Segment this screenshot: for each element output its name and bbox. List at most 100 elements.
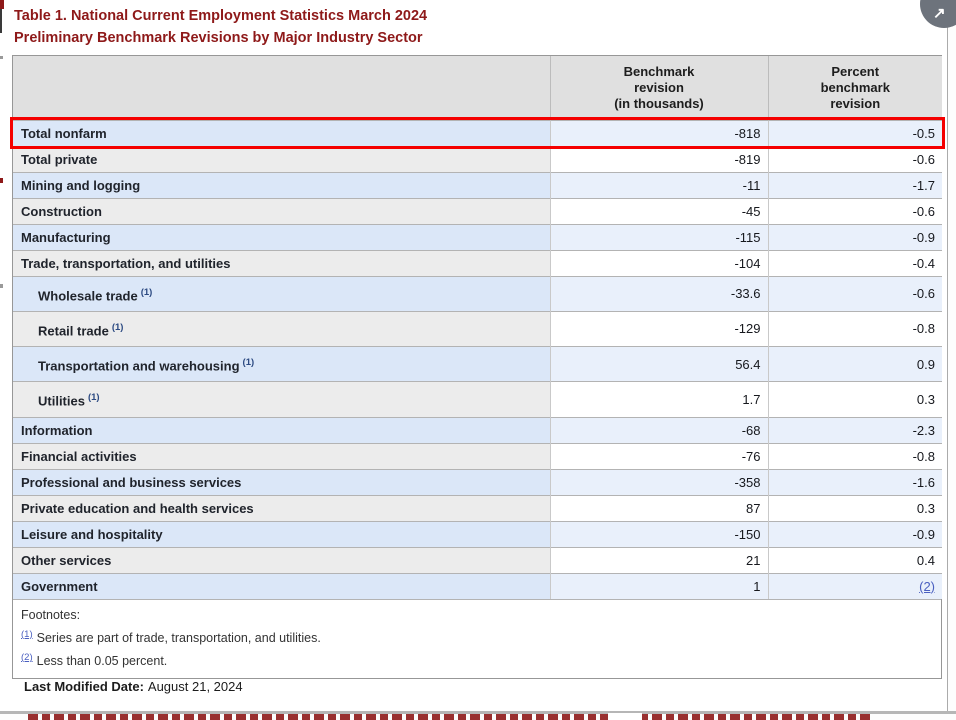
row-footnote-link[interactable]: (1) [242, 357, 255, 369]
percent-revision-cell: 0.3 [767, 381, 942, 418]
benchmark-revision-cell: -150 [549, 520, 768, 548]
last-modified-value: August 21, 2024 [147, 679, 243, 694]
table-row: Leisure and hospitality -150 -0.9 [13, 520, 942, 548]
row-label-text: Trade, transportation, and utilities [21, 255, 231, 271]
row-label-text: Retail trade [38, 323, 109, 339]
benchmark-revision-cell: -68 [549, 416, 768, 444]
table-row: Total private -819 -0.6 [13, 145, 942, 172]
percent-revision-cell: -2.3 [767, 416, 942, 444]
row-label-text: Information [21, 422, 93, 438]
table-row: Transportation and warehousing (1) 56.4 0… [13, 346, 942, 382]
row-label-cell: Wholesale trade (1) [13, 275, 550, 312]
percent-revision-cell: 0.9 [767, 346, 942, 382]
row-label-text: Wholesale trade [38, 287, 138, 303]
row-label-text: Leisure and hospitality [21, 526, 163, 542]
percent-revision-cell: -0.6 [767, 197, 942, 224]
percent-revision-cell: -0.9 [767, 223, 942, 250]
row-label-cell: Financial activities [13, 442, 550, 470]
benchmark-revisions-table: Benchmark revision (in thousands) Percen… [10, 55, 945, 680]
row-label-cell: Total private [13, 145, 550, 172]
percent-footnote-link[interactable]: (2) [919, 578, 935, 594]
clipped-fragment [0, 9, 2, 33]
clipped-fragment [0, 56, 3, 59]
percent-revision-cell: -0.5 [767, 119, 942, 146]
benchmark-revision-column-header: Benchmark revision (in thousands) [549, 56, 768, 120]
table-body: Total nonfarm -818 -0.5 Total private -8… [10, 117, 945, 599]
table-title-line1: Table 1. National Current Employment Sta… [14, 8, 428, 24]
benchmark-revision-cell: 87 [549, 494, 768, 522]
table-overlay-panel: Table 1. National Current Employment Sta… [6, 0, 947, 712]
table-row: Construction -45 -0.6 [13, 197, 942, 224]
percent-revision-cell: -0.6 [767, 275, 942, 312]
row-label-cell: Utilities (1) [13, 381, 550, 418]
table-row: Professional and business services -358 … [13, 468, 942, 496]
table-row: Retail trade (1) -129 -0.8 [13, 310, 942, 347]
row-footnote-link[interactable]: (1) [87, 392, 100, 404]
row-label-cell: Retail trade (1) [13, 310, 550, 347]
clipped-fragment [0, 178, 3, 183]
benchmark-revision-cell: 1 [549, 572, 768, 599]
clipped-fragment [0, 284, 3, 288]
benchmark-revision-cell: -819 [549, 145, 768, 172]
footnote-text: Series are part of trade, transportation… [36, 630, 321, 645]
row-label-cell: Professional and business services [13, 468, 550, 496]
table-row: Government 1 (2) [13, 572, 942, 599]
percent-revision-cell: -0.9 [767, 520, 942, 548]
benchmark-revision-cell: -358 [549, 468, 768, 496]
percent-revision-cell: -1.7 [767, 171, 942, 198]
footnote-item: (2) Less than 0.05 percent. [21, 652, 931, 668]
footnote-marker-link[interactable]: (1) [21, 628, 33, 640]
percent-revision-cell: -0.8 [767, 442, 942, 470]
row-label-text: Utilities [38, 393, 85, 409]
row-label-text: Total private [21, 151, 98, 167]
row-label-cell: Leisure and hospitality [13, 520, 550, 548]
percent-revision-cell: 0.3 [767, 494, 942, 522]
table-title-line2: Preliminary Benchmark Revisions by Major… [14, 30, 423, 46]
footnote-text: Less than 0.05 percent. [36, 654, 168, 669]
expand-arrow-icon: ↗ [933, 5, 946, 22]
row-footnote-link[interactable]: (1) [140, 286, 153, 298]
benchmark-revision-cell: -45 [549, 197, 768, 224]
row-label-text: Mining and logging [21, 177, 141, 193]
last-modified-date: Last Modified Date: August 21, 2024 [24, 679, 243, 694]
percent-revision-column-header: Percent benchmark revision [767, 56, 942, 120]
row-label-text: Transportation and warehousing [38, 358, 240, 374]
row-label-text: Government [21, 578, 98, 594]
table-header-row: Benchmark revision (in thousands) Percen… [13, 56, 942, 120]
bottom-divider-line [0, 711, 956, 714]
row-label-text: Total nonfarm [21, 125, 107, 141]
benchmark-revision-cell: -11 [549, 171, 768, 198]
row-label-cell: Government [13, 572, 550, 599]
percent-revision-cell: -1.6 [767, 468, 942, 496]
table-row: Manufacturing -115 -0.9 [13, 223, 942, 250]
row-label-text: Other services [21, 552, 112, 568]
clipped-text-gap [608, 713, 642, 720]
row-label-cell: Transportation and warehousing (1) [13, 346, 550, 382]
table-row: Private education and health services 87… [13, 494, 942, 522]
table-row: Trade, transportation, and utilities -10… [13, 249, 942, 276]
footnotes-section: Footnotes: (1) Series are part of trade, … [13, 598, 941, 679]
benchmark-revision-cell: 1.7 [549, 381, 768, 418]
benchmark-revision-cell: -76 [549, 442, 768, 470]
table-row: Utilities (1) 1.7 0.3 [13, 381, 942, 418]
row-label-cell: Mining and logging [13, 171, 550, 198]
row-label-text: Manufacturing [21, 229, 111, 245]
underlying-page-edge [0, 0, 6, 712]
row-label-cell: Manufacturing [13, 223, 550, 250]
percent-revision-cell: 0.4 [767, 546, 942, 574]
benchmark-revision-cell: -115 [549, 223, 768, 250]
industry-column-header [13, 56, 550, 120]
footnote-marker-link[interactable]: (2) [21, 651, 33, 663]
benchmark-revision-cell: -818 [549, 119, 768, 146]
row-label-cell: Private education and health services [13, 494, 550, 522]
row-label-text: Private education and health services [21, 500, 254, 516]
row-footnote-link[interactable]: (1) [111, 321, 124, 333]
footnotes-label: Footnotes: [21, 607, 81, 622]
row-label-cell: Construction [13, 197, 550, 224]
table-row: Financial activities -76 -0.8 [13, 442, 942, 470]
percent-revision-cell: -0.8 [767, 310, 942, 347]
percent-revision-cell: (2) [767, 572, 942, 599]
content-divider-line [947, 0, 948, 712]
table-row: Information -68 -2.3 [13, 416, 942, 444]
table-row: Other services 21 0.4 [13, 546, 942, 574]
